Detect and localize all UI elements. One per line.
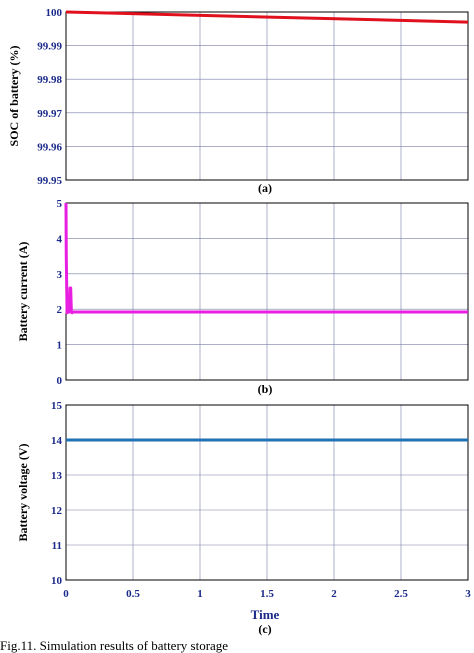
y-tick-label: 99.95	[37, 175, 62, 187]
y-tick-label: 99.99	[37, 41, 62, 53]
panel-label: (a)	[258, 181, 272, 195]
y-tick-label: 12	[51, 505, 63, 517]
y-tick-label: 99.97	[37, 108, 62, 120]
y-tick-label: 1	[57, 340, 63, 352]
y-tick-label: 15	[51, 400, 63, 412]
x-tick-label: 1.5	[260, 588, 274, 600]
panel-label: (c)	[258, 622, 271, 636]
x-tick-label: 2.5	[394, 588, 408, 600]
series-line	[65, 10, 469, 24]
x-tick-label: 3	[465, 588, 471, 600]
y-tick-label: 5	[57, 198, 63, 210]
y-axis-label: Battery voltage (V)	[16, 444, 30, 542]
x-tick-label: 1	[197, 588, 203, 600]
y-tick-label: 0	[57, 375, 63, 387]
chart-panel-3: 10 11 12 13 14 15 0 0.5 1 1.5 2 2.5 3 Battery voltage…	[16, 400, 471, 636]
y-axis-label: Battery current (A)	[16, 242, 30, 342]
plot-frame	[65, 11, 469, 181]
y-tick-label: 3	[57, 269, 63, 281]
y-tick-label: 100	[46, 7, 63, 19]
y-tick-label: 14	[51, 435, 63, 447]
x-tick-label: 2	[331, 588, 337, 600]
y-tick-label: 11	[52, 540, 62, 552]
series-line	[64, 202, 468, 315]
x-axis-label: Time	[251, 607, 280, 622]
chart-panel-2: 0 1 2 3 4 5 Battery current (A) (b)	[16, 198, 469, 396]
y-tick-label: 13	[51, 470, 63, 482]
x-tick-label: 0	[63, 588, 69, 600]
plot-frame	[65, 404, 469, 581]
x-tick-label: 0.5	[126, 588, 140, 600]
y-tick-label: 2	[57, 304, 63, 316]
y-tick-label: 99.96	[37, 141, 62, 153]
y-tick-label: 99.98	[37, 74, 62, 86]
y-tick-label: 4	[57, 233, 63, 245]
panel-label: (b)	[258, 382, 273, 396]
y-tick-label: 10	[51, 575, 63, 587]
figure-caption: Fig.11. Simulation results of battery st…	[0, 638, 228, 653]
y-axis-label: SOC of battery (%)	[7, 46, 21, 147]
chart-panel-1: 99.95 99.96 99.97 99.98 99.99 100 SOC of batte…	[7, 7, 469, 195]
